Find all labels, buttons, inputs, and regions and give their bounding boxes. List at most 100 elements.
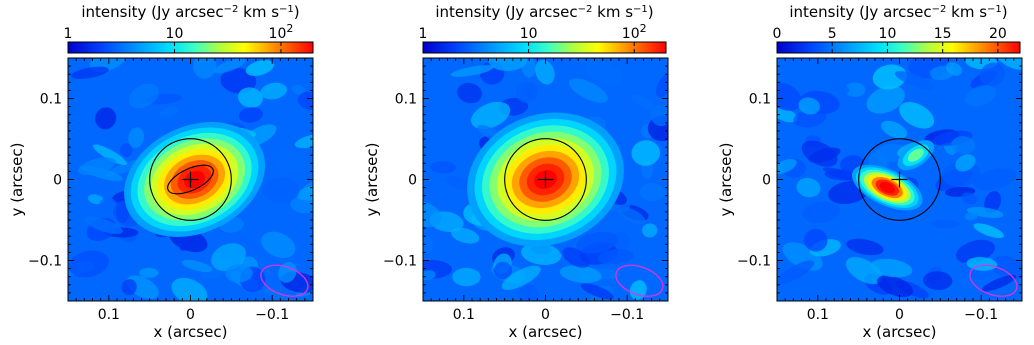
noise-blob xyxy=(501,265,541,290)
y-tick-label: −0.1 xyxy=(737,254,771,270)
noise-blob xyxy=(515,82,539,103)
noise-blob xyxy=(568,78,608,103)
noise-blob xyxy=(796,177,821,198)
colorbar-label-label-exp2: −1 xyxy=(987,4,1002,15)
noise-blob xyxy=(777,107,798,123)
noise-blob xyxy=(931,219,960,229)
x-tick-label: 0.1 xyxy=(807,307,829,323)
colorbar-tick-label: 102 xyxy=(269,22,294,42)
noise-blob xyxy=(870,258,913,278)
panel-3: intensity (Jy arcsec−2 km s−1) 0 5 10 15 20 0.… xyxy=(717,3,1023,341)
noise-blob xyxy=(245,60,274,76)
intensity-map xyxy=(777,58,1022,301)
noise-blob xyxy=(211,243,246,271)
noise-blob xyxy=(973,223,1004,239)
x-tick-label: −0.1 xyxy=(255,307,289,323)
y-tick-label: 0.1 xyxy=(395,92,417,108)
noise-blob xyxy=(951,136,976,155)
noise-blob xyxy=(844,82,866,97)
noise-blob xyxy=(294,134,313,149)
noise-blob xyxy=(872,64,907,90)
colorbar-label-label-exp1: −2 xyxy=(932,4,947,15)
colorbar-label-label-exp2: −1 xyxy=(279,4,294,15)
x-tick-label: 0 xyxy=(895,307,904,323)
beam-ellipse xyxy=(969,264,1018,297)
colorbar-label-label-mid: km s xyxy=(592,3,633,21)
y-axis-label: y (arcsec) xyxy=(363,143,381,217)
noise-blob xyxy=(984,190,1002,214)
beam-ellipse xyxy=(260,264,309,297)
noise-blob xyxy=(457,82,483,104)
colorbar-label-label-main: intensity (Jy arcsec xyxy=(81,3,223,21)
noise-blob xyxy=(777,82,802,111)
noise-blob xyxy=(78,157,116,176)
noise-blob xyxy=(562,247,590,268)
noise-blob xyxy=(139,267,159,278)
y-tick-label: 0.1 xyxy=(40,92,62,108)
colorbar-tick-exponent: 2 xyxy=(640,22,647,35)
colorbar-tick-text: 1 xyxy=(64,26,73,42)
x-tick-label: 0 xyxy=(541,307,550,323)
colorbar-tick-label: 1 xyxy=(64,26,73,42)
noise-blob xyxy=(99,197,117,212)
colorbar xyxy=(422,41,667,54)
noise-blob xyxy=(981,274,1017,292)
colorbar-tick-text: 5 xyxy=(828,26,837,42)
colorbar-tick-text: 1 xyxy=(419,26,428,42)
noise-blob xyxy=(965,85,997,107)
noise-blob xyxy=(261,231,296,259)
noise-blob xyxy=(899,102,935,129)
noise-blob xyxy=(990,255,1022,280)
intensity-map xyxy=(68,58,313,301)
colorbar-label-label-exp2: −1 xyxy=(633,4,648,15)
intensity-map xyxy=(423,58,668,301)
noise-blob xyxy=(650,104,668,127)
noise-blob xyxy=(639,182,666,202)
noise-blob xyxy=(1009,188,1022,212)
noise-blob xyxy=(93,144,127,166)
noise-blob xyxy=(423,259,453,279)
x-tick-label: 0.1 xyxy=(453,307,475,323)
beam-ellipse xyxy=(615,264,664,297)
noise-blob xyxy=(793,109,827,128)
noise-blob xyxy=(71,66,109,79)
aperture-circle xyxy=(149,138,232,221)
colorbar-tick-text: 10 xyxy=(520,26,538,42)
colorbar-tick-label: 15 xyxy=(934,26,952,42)
y-tick-label: −0.1 xyxy=(28,254,62,270)
noise-blob xyxy=(493,261,513,280)
noise-blob xyxy=(964,211,979,221)
colorbar-tick-text: 10 xyxy=(879,26,897,42)
noise-blob xyxy=(471,101,511,130)
noise-blob xyxy=(213,58,246,74)
noise-blob xyxy=(880,120,908,139)
x-tick-label: 0.1 xyxy=(98,307,120,323)
noise-blob xyxy=(580,283,614,300)
colorbar-tick-exponent: 2 xyxy=(286,22,293,35)
noise-blob xyxy=(225,264,253,283)
colorbar-tick-label: 10 xyxy=(166,26,184,42)
noise-blob xyxy=(777,260,815,285)
noise-blob xyxy=(961,192,978,205)
noise-blob xyxy=(866,85,905,114)
y-tick-label: 0 xyxy=(408,173,417,189)
noise-blob xyxy=(179,239,198,251)
noise-blob xyxy=(629,280,647,300)
noise-blob xyxy=(291,84,306,95)
colorbar-tick-label: 10 xyxy=(520,26,538,42)
noise-blob xyxy=(95,107,117,130)
noise-blob xyxy=(832,81,850,94)
colorbar xyxy=(67,41,314,54)
noise-blob xyxy=(945,62,963,76)
colorbar xyxy=(776,41,1021,54)
x-axis-label: x (arcsec) xyxy=(154,323,228,341)
noise-blob xyxy=(804,228,828,252)
noise-blob xyxy=(521,243,562,265)
noise-blob xyxy=(423,201,443,227)
noise-blob xyxy=(297,185,313,201)
colorbar-label-label-exp1: −2 xyxy=(224,4,239,15)
noise-blob xyxy=(443,175,472,191)
colorbar-tick-label: 10 xyxy=(879,26,897,42)
